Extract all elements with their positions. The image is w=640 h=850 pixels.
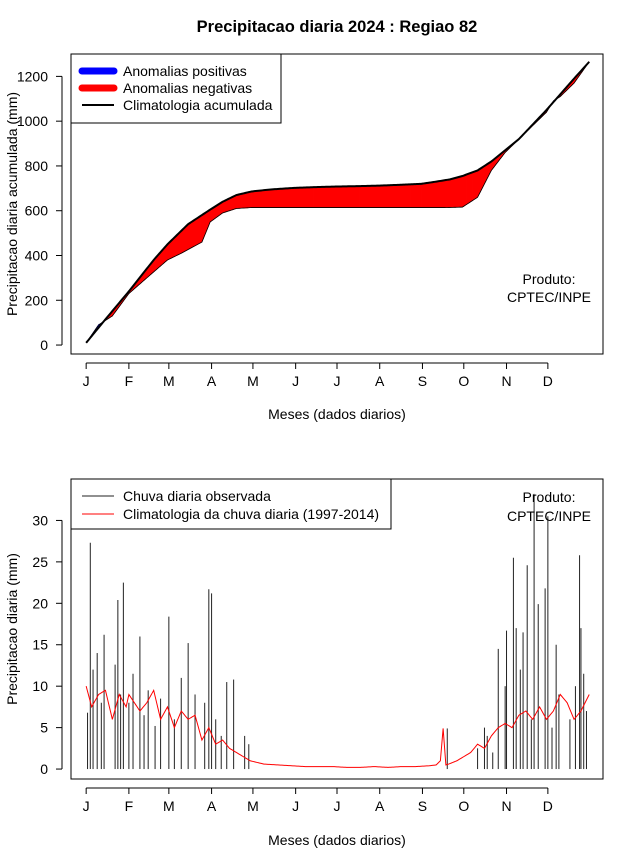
x-tick-label: M <box>247 798 259 814</box>
y-tick-label: 1200 <box>17 68 48 84</box>
observed-bars <box>87 493 587 770</box>
x-tick-label: A <box>207 373 217 389</box>
y-tick-label: 5 <box>40 720 48 736</box>
climatology-daily-line <box>85 686 590 768</box>
legend-negative-label: Anomalias negativas <box>123 80 252 96</box>
x-tick-label: A <box>375 373 385 389</box>
x-tick-label: J <box>292 373 299 389</box>
annotation-line-1: Produto: <box>523 489 576 505</box>
x-tick-label: S <box>418 373 427 389</box>
y-axis: 0 5 10 15 20 25 30 <box>32 512 63 777</box>
x-axis-label: Meses (dados diarios) <box>268 406 406 422</box>
climatology-line-group <box>85 61 590 344</box>
legend-box <box>70 478 392 530</box>
y-tick-label: 25 <box>32 554 48 570</box>
climatology-cumulative-line <box>85 61 590 344</box>
x-tick-label: J <box>334 798 341 814</box>
x-tick-label: F <box>125 798 134 814</box>
daily-chart: J F M A M J J A S O N D 0 5 10 15 20 25 30 Meses (dados d… <box>4 478 604 848</box>
y-tick-label: 800 <box>25 158 49 174</box>
legend: Chuva diaria observada Climatologia da c… <box>70 478 392 530</box>
y-tick-label: 0 <box>40 761 48 777</box>
legend-climatology-label: Climatologia da chuva diaria (1997-2014) <box>123 506 379 522</box>
observed-cumulative-outline <box>85 61 590 344</box>
x-tick-label: F <box>125 373 134 389</box>
annotation-line-1: Produto: <box>523 271 576 287</box>
x-tick-label: A <box>375 798 385 814</box>
climatology-daily-group <box>85 686 590 768</box>
y-tick-label: 20 <box>32 595 48 611</box>
legend-observed-label: Chuva diaria observada <box>123 488 271 504</box>
x-tick-label: D <box>543 373 553 389</box>
legend: Anomalias positivas Anomalias negativas … <box>70 53 282 124</box>
chart-title: Precipitacao diaria 2024 : Regiao 82 <box>197 18 478 36</box>
y-tick-label: 200 <box>25 292 49 308</box>
cumulative-chart: J F M A M J J A S O N D 0 200 400 600 800 1000 1200 Meses… <box>4 53 604 422</box>
y-tick-label: 10 <box>32 678 48 694</box>
y-tick-label: 400 <box>25 247 49 263</box>
x-tick-label: N <box>501 798 511 814</box>
x-tick-label: A <box>207 798 217 814</box>
x-tick-label: J <box>292 798 299 814</box>
plot-frame <box>70 53 604 355</box>
y-tick-label: 1000 <box>17 113 48 129</box>
y-axis-label: Precipitacao diaria acumulada (mm) <box>4 92 20 316</box>
annotation-line-2: CPTEC/INPE <box>507 289 591 305</box>
x-tick-label: O <box>458 798 469 814</box>
x-tick-label: D <box>543 798 553 814</box>
annotation-line-2: CPTEC/INPE <box>507 508 591 524</box>
y-tick-label: 0 <box>40 337 48 353</box>
y-tick-label: 15 <box>32 637 48 653</box>
x-tick-label: J <box>83 798 90 814</box>
x-tick-label: M <box>163 373 175 389</box>
y-axis-label: Precipitacao diaria (mm) <box>4 553 20 705</box>
x-tick-label: J <box>83 373 90 389</box>
legend-climatology-label: Climatologia acumulada <box>123 97 273 113</box>
x-tick-label: S <box>418 798 427 814</box>
x-tick-label: J <box>334 373 341 389</box>
y-axis: 0 200 400 600 800 1000 1200 <box>17 68 63 353</box>
legend-positive-label: Anomalias positivas <box>123 63 247 79</box>
x-tick-label: M <box>163 798 175 814</box>
y-tick-label: 600 <box>25 203 49 219</box>
y-tick-label: 30 <box>32 512 48 528</box>
x-tick-label: N <box>501 373 511 389</box>
x-tick-label: M <box>247 373 259 389</box>
x-tick-label: O <box>458 373 469 389</box>
x-axis-label: Meses (dados diarios) <box>268 832 406 848</box>
